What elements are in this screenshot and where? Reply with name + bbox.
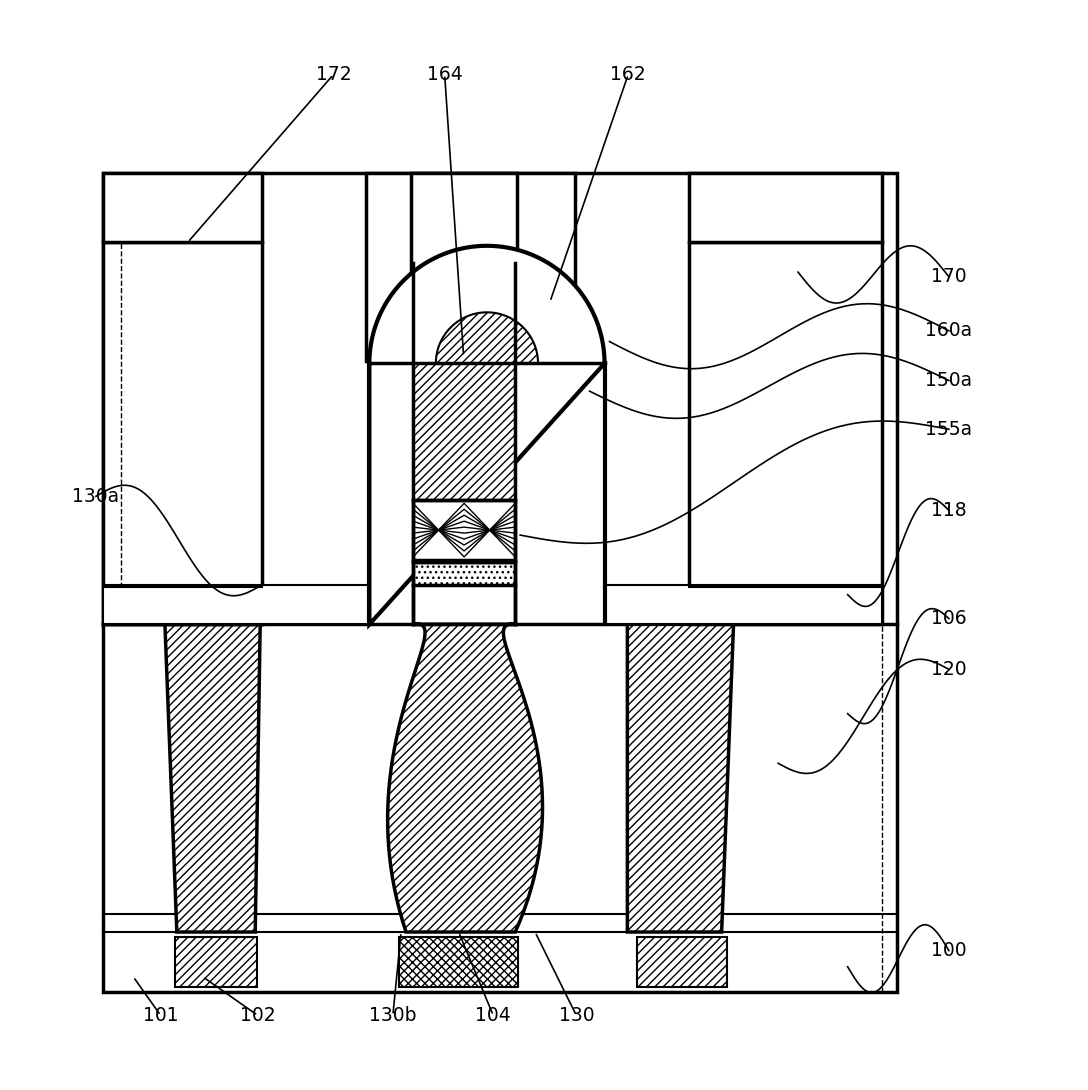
Text: 106: 106 [931, 609, 966, 628]
Text: 104: 104 [475, 1006, 511, 1025]
Text: 172: 172 [316, 65, 351, 84]
Text: 120: 120 [931, 659, 966, 679]
Polygon shape [369, 246, 605, 625]
Text: 101: 101 [143, 1006, 178, 1025]
Text: 164: 164 [426, 65, 462, 84]
Bar [103, 173, 898, 992]
Text: 130b: 130b [369, 1006, 417, 1025]
Bar [605, 584, 882, 625]
Text: 150a: 150a [925, 371, 973, 390]
Text: 130: 130 [558, 1006, 594, 1025]
Text: 170: 170 [931, 267, 966, 287]
Bar [638, 937, 727, 986]
Polygon shape [628, 625, 733, 932]
Text: 160a: 160a [925, 322, 973, 340]
Bar [689, 242, 882, 625]
Polygon shape [165, 625, 260, 932]
Bar [367, 173, 574, 362]
Text: 102: 102 [240, 1006, 275, 1025]
Text: 130a: 130a [73, 487, 120, 506]
Bar [103, 173, 262, 242]
Bar [413, 561, 516, 584]
Polygon shape [387, 623, 543, 932]
Text: 155a: 155a [925, 420, 973, 439]
Text: 118: 118 [931, 501, 966, 520]
Bar [411, 173, 517, 362]
Bar [689, 173, 882, 242]
Bar [103, 242, 262, 625]
Polygon shape [413, 313, 539, 500]
Text: 162: 162 [610, 65, 646, 84]
Bar [175, 937, 257, 986]
Bar [399, 937, 518, 986]
Bar [413, 500, 516, 560]
Bar [103, 584, 369, 625]
Text: 100: 100 [931, 941, 966, 960]
